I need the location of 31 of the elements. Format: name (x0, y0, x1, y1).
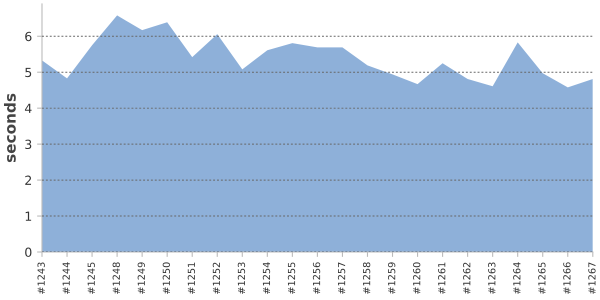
x-tick-label: #1257 (338, 262, 346, 294)
x-tick-label: #1258 (362, 262, 370, 294)
x-tick-label: #1250 (162, 262, 170, 294)
y-tick-label: 0 (25, 247, 32, 257)
x-tick-label: #1267 (588, 262, 596, 294)
x-tick-label: #1256 (312, 262, 320, 294)
x-tick-label: #1266 (563, 262, 571, 294)
x-tick-label: #1262 (463, 262, 470, 294)
x-tick-label: #1243 (37, 262, 45, 294)
y-tick-label: 5 (25, 68, 32, 78)
x-tick-label: #1251 (188, 262, 196, 294)
x-tick-label: #1254 (262, 262, 270, 294)
x-tick-label: #1255 (288, 262, 296, 294)
x-tick-label: #1252 (212, 262, 220, 294)
y-tick-label: 4 (24, 104, 32, 113)
x-tick-label: #1261 (438, 262, 446, 294)
x-tick-label: #1260 (413, 262, 420, 294)
x-tick-label: #1248 (112, 262, 120, 294)
y-tick-label: 1 (26, 212, 32, 221)
x-tick-label: #1264 (513, 262, 521, 294)
x-tick-label: #1249 (138, 262, 145, 294)
y-tick-label: 2 (25, 176, 32, 185)
x-tick-label: #1253 (238, 262, 246, 294)
x-tick-label: #1245 (88, 262, 95, 294)
y-tick-label: 6 (25, 32, 32, 42)
x-tick-label: #1263 (488, 262, 496, 294)
y-tick-label: 3 (25, 140, 32, 150)
x-tick-label: #1259 (388, 262, 396, 294)
y-axis-title: seconds (4, 94, 16, 162)
x-tick-label: #1265 (538, 262, 546, 294)
x-tick-label: #1244 (62, 262, 70, 294)
